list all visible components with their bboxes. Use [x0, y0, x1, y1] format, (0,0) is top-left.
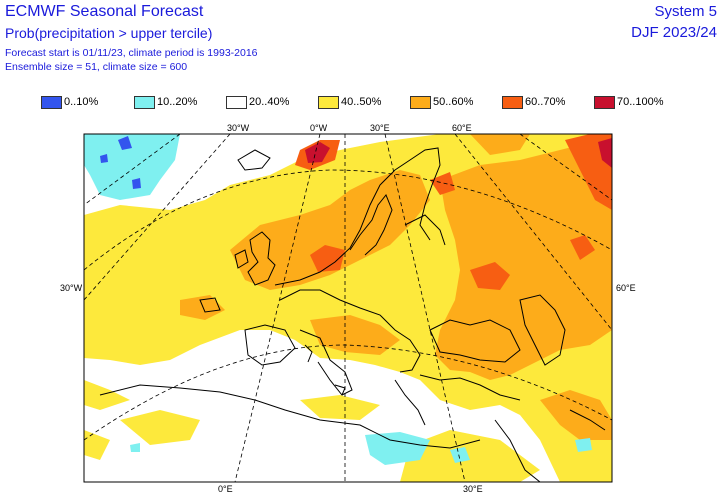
forecast-start-info: Forecast start is 01/11/23, climate peri…: [5, 47, 258, 59]
ensemble-size-info: Ensemble size = 51, climate size = 600: [5, 61, 188, 73]
legend-item-50-60: 50..60%: [410, 95, 473, 109]
label-top-60e: 60°E: [452, 123, 472, 133]
legend-swatch: [594, 95, 615, 109]
legend-label: 10..20%: [157, 96, 198, 108]
legend-label: 20..40%: [249, 96, 290, 108]
season-label: DJF 2023/24: [631, 24, 717, 41]
probability-fields: [84, 134, 612, 482]
legend-item-20-40: 20..40%: [226, 95, 289, 109]
graticule: [84, 134, 612, 482]
field-70-100: [305, 138, 612, 168]
legend-label: 50..60%: [433, 96, 474, 108]
legend-label: 40..50%: [341, 96, 382, 108]
field-10-20: [84, 134, 592, 465]
coastlines: [99, 147, 606, 482]
legend-swatch: [318, 95, 339, 109]
label-top-30w: 30°W: [227, 123, 250, 133]
map-title: ECMWF Seasonal Forecast: [5, 3, 204, 20]
legend-item-70-100: 70..100%: [594, 95, 663, 109]
legend-swatch: [134, 95, 155, 109]
label-top-30e: 30°E: [370, 123, 390, 133]
map-subtitle: Prob(precipitation > upper tercile): [5, 25, 213, 41]
legend-item-60-70: 60..70%: [502, 95, 565, 109]
legend-swatch: [502, 95, 523, 109]
legend-item-0-10: 0..10%: [41, 95, 98, 109]
label-left-30w: 30°W: [60, 283, 83, 293]
label-bottom-0: 0°E: [218, 484, 233, 494]
system-label: System 5: [654, 3, 717, 20]
label-right-60e: 60°E: [616, 283, 636, 293]
map-frame: [83, 133, 613, 483]
legend-label: 60..70%: [525, 96, 566, 108]
legend-item-40-50: 40..50%: [318, 95, 381, 109]
label-top-0: 0°W: [310, 123, 328, 133]
legend-swatch: [41, 95, 62, 109]
field-0-10: [100, 136, 141, 189]
legend-swatch: [226, 95, 247, 109]
label-bottom-30e: 30°E: [463, 484, 483, 494]
legend-swatch: [410, 95, 431, 109]
legend-label: 70..100%: [617, 96, 664, 108]
legend-label: 0..10%: [64, 96, 99, 108]
legend-item-10-20: 10..20%: [134, 95, 197, 109]
probability-legend: 0..10% 10..20% 20..40% 40..50% 50..60% 6…: [0, 95, 725, 113]
